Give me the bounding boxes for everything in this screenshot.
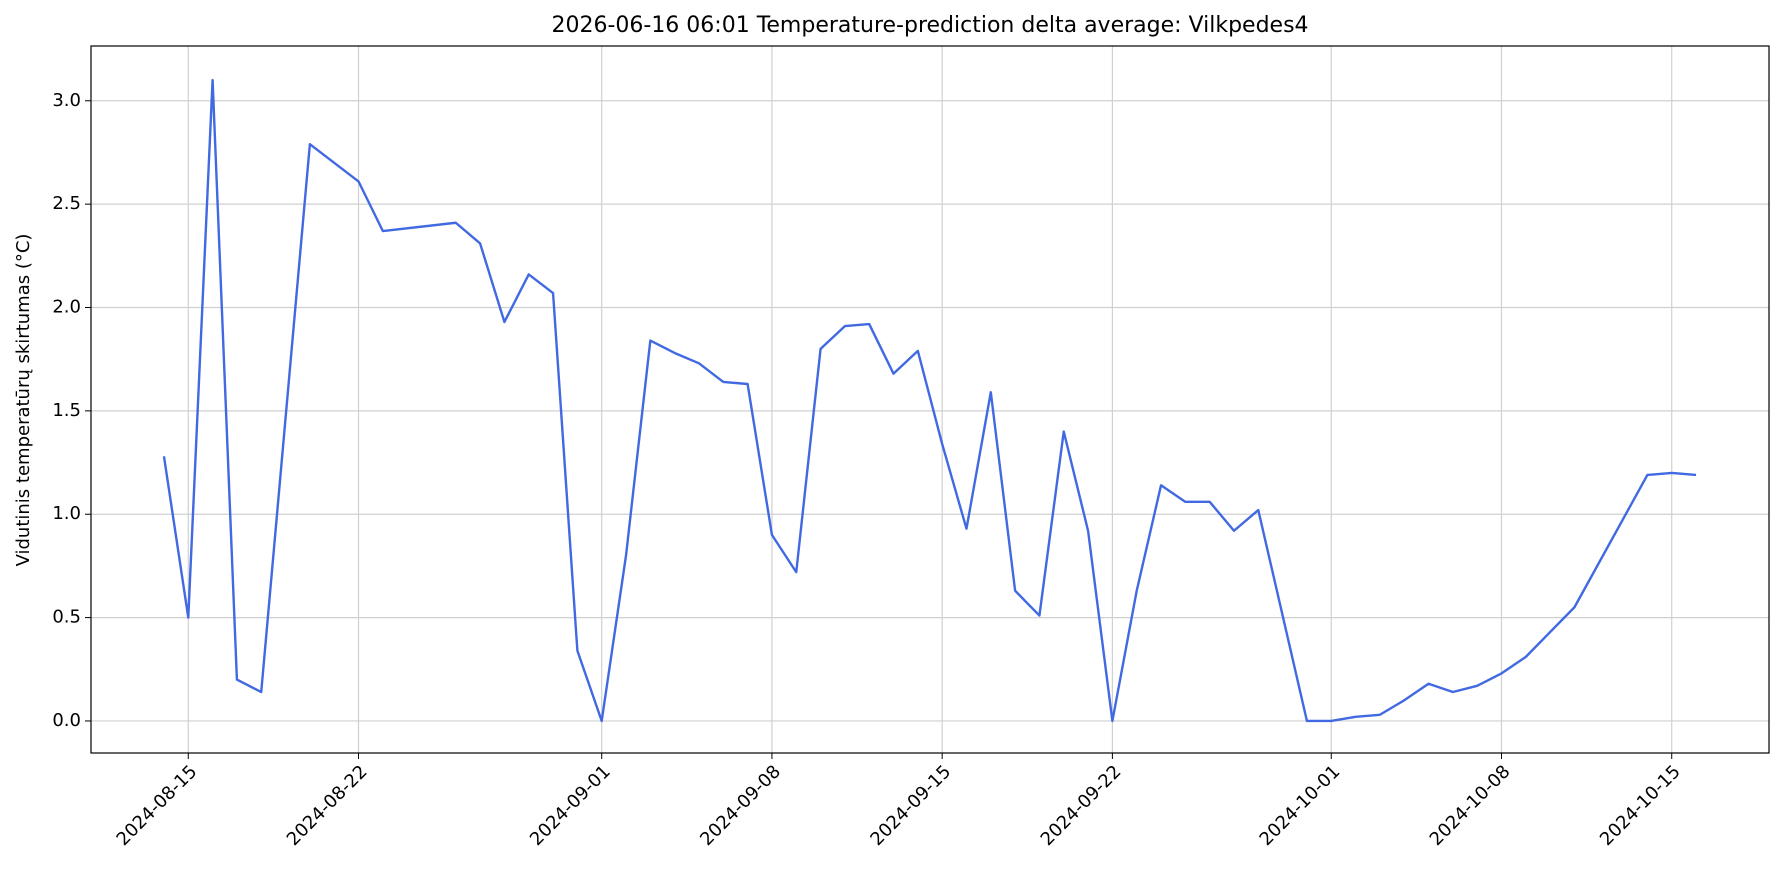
y-tick-label: 0.5 [52, 607, 81, 628]
x-tick-label: 2024-09-08 [696, 761, 785, 850]
plot-frame [90, 45, 1770, 754]
y-tick-label: 1.5 [52, 400, 81, 421]
x-tick-label: 2024-08-15 [113, 761, 202, 850]
x-tick-label: 2024-10-08 [1426, 761, 1515, 850]
x-tick-label: 2024-10-01 [1256, 761, 1345, 850]
data-line [162, 78, 1697, 723]
y-tick-label: 2.0 [52, 297, 81, 318]
x-tick-label: 2024-09-15 [866, 761, 955, 850]
y-tick-label: 1.0 [52, 503, 81, 524]
x-tick-label: 2024-10-15 [1596, 761, 1685, 850]
y-tick-label: 2.5 [52, 193, 81, 214]
x-tick-label: 2024-08-22 [283, 761, 372, 850]
y-axis-label: Vidutinis temperatūrų skirtumas (°C) [13, 234, 34, 567]
y-tick-label: 3.0 [52, 90, 81, 111]
chart-title: 2026-06-16 06:01 Temperature-prediction … [551, 13, 1308, 38]
x-tick-label: 2024-09-22 [1037, 761, 1126, 850]
y-tick-label: 0.0 [52, 710, 81, 731]
x-tick-label: 2024-09-01 [526, 761, 615, 850]
